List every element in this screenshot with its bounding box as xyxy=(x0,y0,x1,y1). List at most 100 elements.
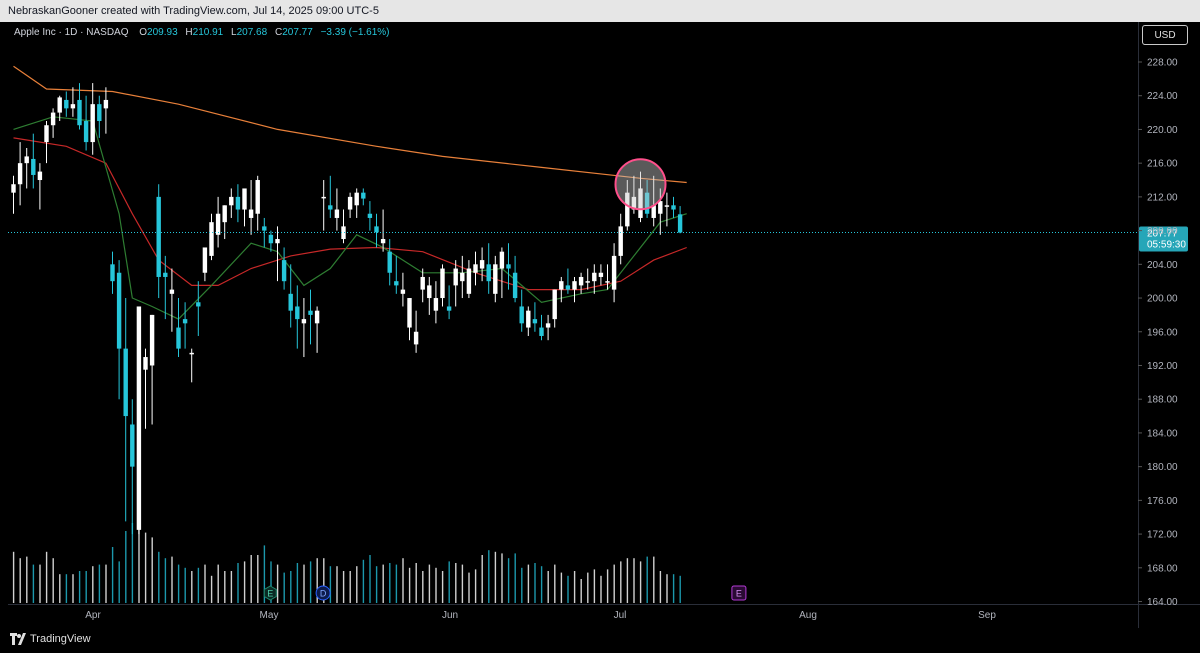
volume-bar xyxy=(342,571,345,603)
dividend-icon xyxy=(315,585,331,601)
volume-bar xyxy=(540,566,543,603)
y-tick-label: 216.00 xyxy=(1147,159,1178,170)
candle xyxy=(651,175,656,227)
y-tick-label: 188.00 xyxy=(1147,395,1178,406)
y-tick-label: 220.00 xyxy=(1147,125,1178,136)
volume-bar xyxy=(415,563,417,603)
volume-bar xyxy=(125,531,127,603)
candle xyxy=(380,209,386,252)
volume-bar xyxy=(151,537,153,603)
volume-bar xyxy=(316,558,318,603)
candle-body xyxy=(31,158,36,175)
volume-bar xyxy=(481,555,483,603)
volume-bar xyxy=(488,550,490,603)
candle xyxy=(189,348,194,383)
earnings-upcoming-icon xyxy=(731,585,747,601)
candle-body xyxy=(328,205,333,210)
volume-bar xyxy=(494,551,497,603)
candles xyxy=(11,83,683,535)
candle-body xyxy=(57,97,62,113)
candle xyxy=(572,276,577,303)
candle-body xyxy=(189,352,194,355)
volume-bar xyxy=(177,564,180,603)
event-label: D xyxy=(320,589,327,599)
volume-bar xyxy=(567,575,569,603)
candle xyxy=(116,260,122,400)
candle xyxy=(268,230,274,252)
volume-bar xyxy=(26,556,28,603)
volume-bar xyxy=(422,571,424,603)
event-marker: E xyxy=(263,585,277,601)
volume-bar xyxy=(283,572,285,603)
event-marker: E xyxy=(731,585,747,601)
volume-bar xyxy=(514,553,516,603)
volume-bar xyxy=(646,556,648,603)
candle xyxy=(677,206,683,234)
candle xyxy=(532,302,538,332)
candle-body xyxy=(242,188,247,210)
candle xyxy=(585,268,590,290)
volume-bar xyxy=(45,551,48,603)
candle xyxy=(479,247,485,282)
candle-body xyxy=(83,121,89,143)
candle xyxy=(182,302,188,349)
volume-bar xyxy=(237,563,239,603)
candle-body xyxy=(407,298,412,328)
candle-body xyxy=(347,196,353,210)
volume-bar xyxy=(633,558,635,603)
volume-bar xyxy=(12,551,15,603)
highlight-circle xyxy=(614,158,667,211)
volume-bar xyxy=(527,564,530,603)
candle-body xyxy=(559,281,564,290)
candle xyxy=(354,188,359,218)
footer-bar xyxy=(0,628,1200,653)
ma-long-line xyxy=(13,65,687,184)
candle xyxy=(552,289,557,328)
candle xyxy=(37,163,43,210)
candle-body xyxy=(578,276,584,286)
candle-body xyxy=(295,306,300,320)
y-tick-label: 204.00 xyxy=(1147,260,1178,271)
candle-body xyxy=(493,264,498,294)
x-tick-label: May xyxy=(260,610,279,621)
close-label: C xyxy=(274,27,283,38)
candle-body xyxy=(110,264,115,282)
candle-body xyxy=(70,104,76,109)
candle-body xyxy=(413,331,419,345)
candle xyxy=(559,276,564,303)
volume-bar xyxy=(210,575,213,603)
candle xyxy=(97,95,102,138)
volume-bar xyxy=(362,559,365,603)
x-tick-label: Jul xyxy=(614,610,627,621)
volume-bar xyxy=(296,563,299,603)
candle xyxy=(176,298,181,358)
candle xyxy=(539,314,544,341)
volume-bar xyxy=(111,547,114,603)
candle-body xyxy=(50,112,56,126)
volume-bar xyxy=(521,567,523,603)
currency-button[interactable]: USD xyxy=(1142,25,1188,45)
candle xyxy=(664,192,670,227)
volume-bar xyxy=(580,579,582,603)
candle-body xyxy=(308,310,313,315)
candle xyxy=(400,272,406,307)
candle-body xyxy=(268,234,274,244)
volume-bar xyxy=(534,563,536,603)
candle xyxy=(671,196,676,218)
candle-body xyxy=(130,424,135,467)
volume-bar xyxy=(323,558,325,603)
volume-bar xyxy=(217,564,219,603)
volume-bar xyxy=(395,564,398,603)
volume-bar xyxy=(243,561,246,603)
volume-bar xyxy=(369,555,371,603)
candle-body xyxy=(427,285,432,299)
candle-body xyxy=(539,327,544,336)
candle-body xyxy=(664,205,670,207)
volume-bar xyxy=(105,564,107,603)
candle-body xyxy=(638,188,643,218)
candle-body xyxy=(552,289,557,320)
candle-body xyxy=(288,293,293,311)
candle xyxy=(658,188,663,235)
